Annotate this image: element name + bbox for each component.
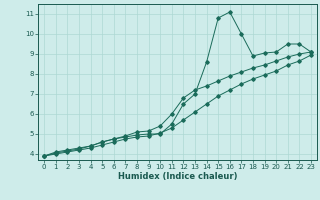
X-axis label: Humidex (Indice chaleur): Humidex (Indice chaleur) (118, 172, 237, 181)
